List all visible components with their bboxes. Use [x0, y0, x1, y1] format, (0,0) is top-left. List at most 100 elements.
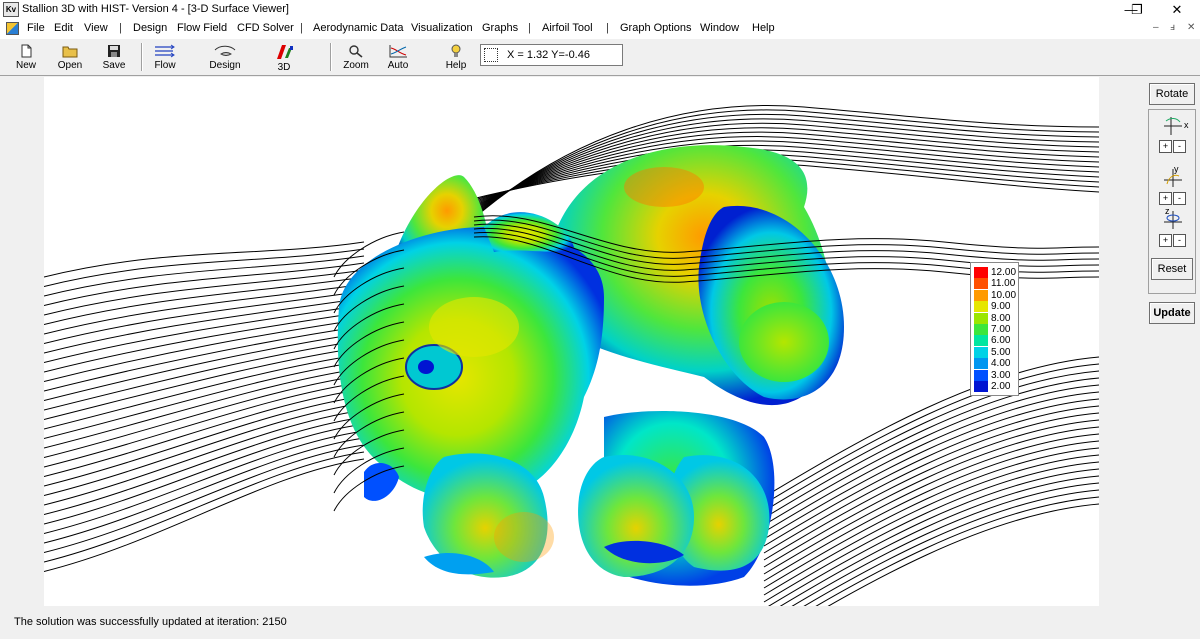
3d-surface-viewer[interactable]: 12.00 11.00 10.00 9.00 8.00 7.00 6.00 5.00 4.00 3… — [44, 77, 1099, 606]
streamline — [763, 433, 1099, 575]
streamline — [463, 118, 1099, 222]
help-button[interactable]: Help — [440, 41, 472, 73]
reset-button[interactable]: Reset — [1151, 258, 1193, 280]
help-lightbulb-icon — [451, 44, 461, 57]
design-button[interactable]: Design — [204, 41, 246, 73]
streamline — [44, 269, 365, 316]
menu-file[interactable]: File — [27, 22, 45, 34]
streamline — [763, 405, 1099, 547]
menu-window[interactable]: Window — [700, 22, 740, 34]
mdi-restore-button[interactable]: ⅎ — [1170, 22, 1175, 33]
menu-design[interactable]: Design — [133, 22, 168, 34]
streamline — [463, 162, 1099, 202]
coordinate-readout: X = 1.32 Y=-0.46 — [480, 44, 623, 66]
streamline — [333, 429, 405, 476]
mdi-close-button[interactable]: ✕ — [1187, 22, 1196, 33]
streamline — [44, 374, 365, 458]
streamline — [463, 153, 1099, 206]
mdi-minimize-button[interactable]: – — [1153, 22, 1159, 33]
streamline — [473, 236, 1099, 283]
z-minus-button[interactable]: - — [1173, 234, 1186, 247]
close-button[interactable]: ✕ — [1171, 2, 1183, 17]
legend-label: 10.00 — [991, 289, 1017, 301]
menu-airfoil-tool[interactable]: Airfoil Tool — [542, 22, 593, 34]
streamline — [44, 409, 365, 506]
legend-swatch — [974, 346, 988, 358]
streamline — [44, 353, 365, 430]
legend-swatch — [974, 369, 988, 381]
streamline — [44, 402, 365, 496]
menu-separator: | — [119, 22, 122, 34]
flow-button[interactable]: Flow — [148, 41, 182, 73]
streamline — [763, 370, 1099, 512]
status-message: The solution was successfully updated at… — [14, 616, 287, 628]
menu-help[interactable]: Help — [752, 22, 775, 34]
streamline — [44, 423, 365, 525]
streamline — [333, 249, 405, 296]
legend-label: 3.00 — [991, 369, 1011, 381]
window-title: Stallion 3D with HIST- Version 4 - [3-D … — [22, 3, 289, 15]
minimize-button[interactable]: — — [1124, 2, 1138, 17]
x-minus-button[interactable]: - — [1173, 140, 1186, 153]
x-plus-button[interactable]: + — [1159, 140, 1172, 153]
new-button[interactable]: New — [10, 41, 42, 73]
legend-swatch — [974, 312, 988, 324]
legend-swatch — [974, 324, 988, 335]
streamline — [763, 426, 1099, 568]
z-plus-button[interactable]: + — [1159, 234, 1172, 247]
3d-label: 3D — [277, 62, 291, 73]
menu-separator: | — [606, 22, 609, 34]
streamline — [44, 381, 365, 468]
y-minus-button[interactable]: - — [1173, 192, 1186, 205]
menu-aerodynamic-data[interactable]: Aerodynamic Data — [313, 22, 404, 34]
legend-label: 4.00 — [991, 358, 1011, 370]
streamline — [44, 339, 365, 411]
streamlines-back — [44, 105, 1099, 606]
open-button[interactable]: Open — [54, 41, 86, 73]
legend-swatch — [974, 278, 988, 290]
streamline — [763, 398, 1099, 540]
streamline — [473, 232, 1099, 277]
menu-cfd-solver[interactable]: CFD Solver — [237, 22, 294, 34]
streamline — [44, 297, 365, 354]
menu-graph-options[interactable]: Graph Options — [620, 22, 692, 34]
streamline — [463, 149, 1099, 208]
streamline — [44, 360, 365, 439]
menu-flow-field[interactable]: Flow Field — [177, 22, 228, 34]
streamlines-front — [333, 215, 1099, 512]
menu-edit[interactable]: Edit — [54, 22, 73, 34]
document-icon[interactable] — [6, 22, 19, 35]
auto-label: Auto — [387, 60, 409, 71]
legend-label: 6.00 — [991, 335, 1011, 347]
y-plus-button[interactable]: + — [1159, 192, 1172, 205]
streamline — [44, 262, 365, 306]
y-axis-label: y — [1174, 164, 1179, 174]
menu-graphs[interactable]: Graphs — [482, 22, 519, 34]
app-icon[interactable]: Kv — [3, 2, 19, 17]
save-button[interactable]: Save — [98, 41, 130, 73]
magnifier-icon — [349, 45, 363, 58]
zoom-button[interactable]: Zoom — [340, 41, 372, 73]
legend-swatch — [974, 301, 988, 313]
rotate-button[interactable]: Rotate — [1149, 83, 1195, 105]
new-file-icon — [21, 44, 32, 58]
streamline — [463, 140, 1099, 212]
3d-model — [337, 145, 844, 586]
viewer-canvas[interactable] — [44, 77, 1099, 606]
streamline — [791, 482, 1099, 606]
3d-button[interactable]: 3D — [268, 41, 300, 73]
update-button[interactable]: Update — [1149, 302, 1195, 324]
streamline — [473, 223, 1099, 265]
menu-visualization[interactable]: Visualization — [411, 22, 473, 34]
streamline — [44, 332, 365, 401]
legend-label: 11.00 — [991, 278, 1016, 290]
streamline — [44, 311, 365, 373]
flow-lines-icon — [155, 44, 175, 58]
auto-button[interactable]: Auto — [382, 41, 414, 73]
legend-label: 12.00 — [991, 267, 1017, 278]
restore-button[interactable]: ❐ — [1131, 2, 1143, 17]
legend-label: 7.00 — [991, 324, 1011, 335]
zoom-label: Zoom — [343, 60, 369, 71]
menu-view[interactable]: View — [84, 22, 108, 34]
streamline — [333, 447, 405, 494]
